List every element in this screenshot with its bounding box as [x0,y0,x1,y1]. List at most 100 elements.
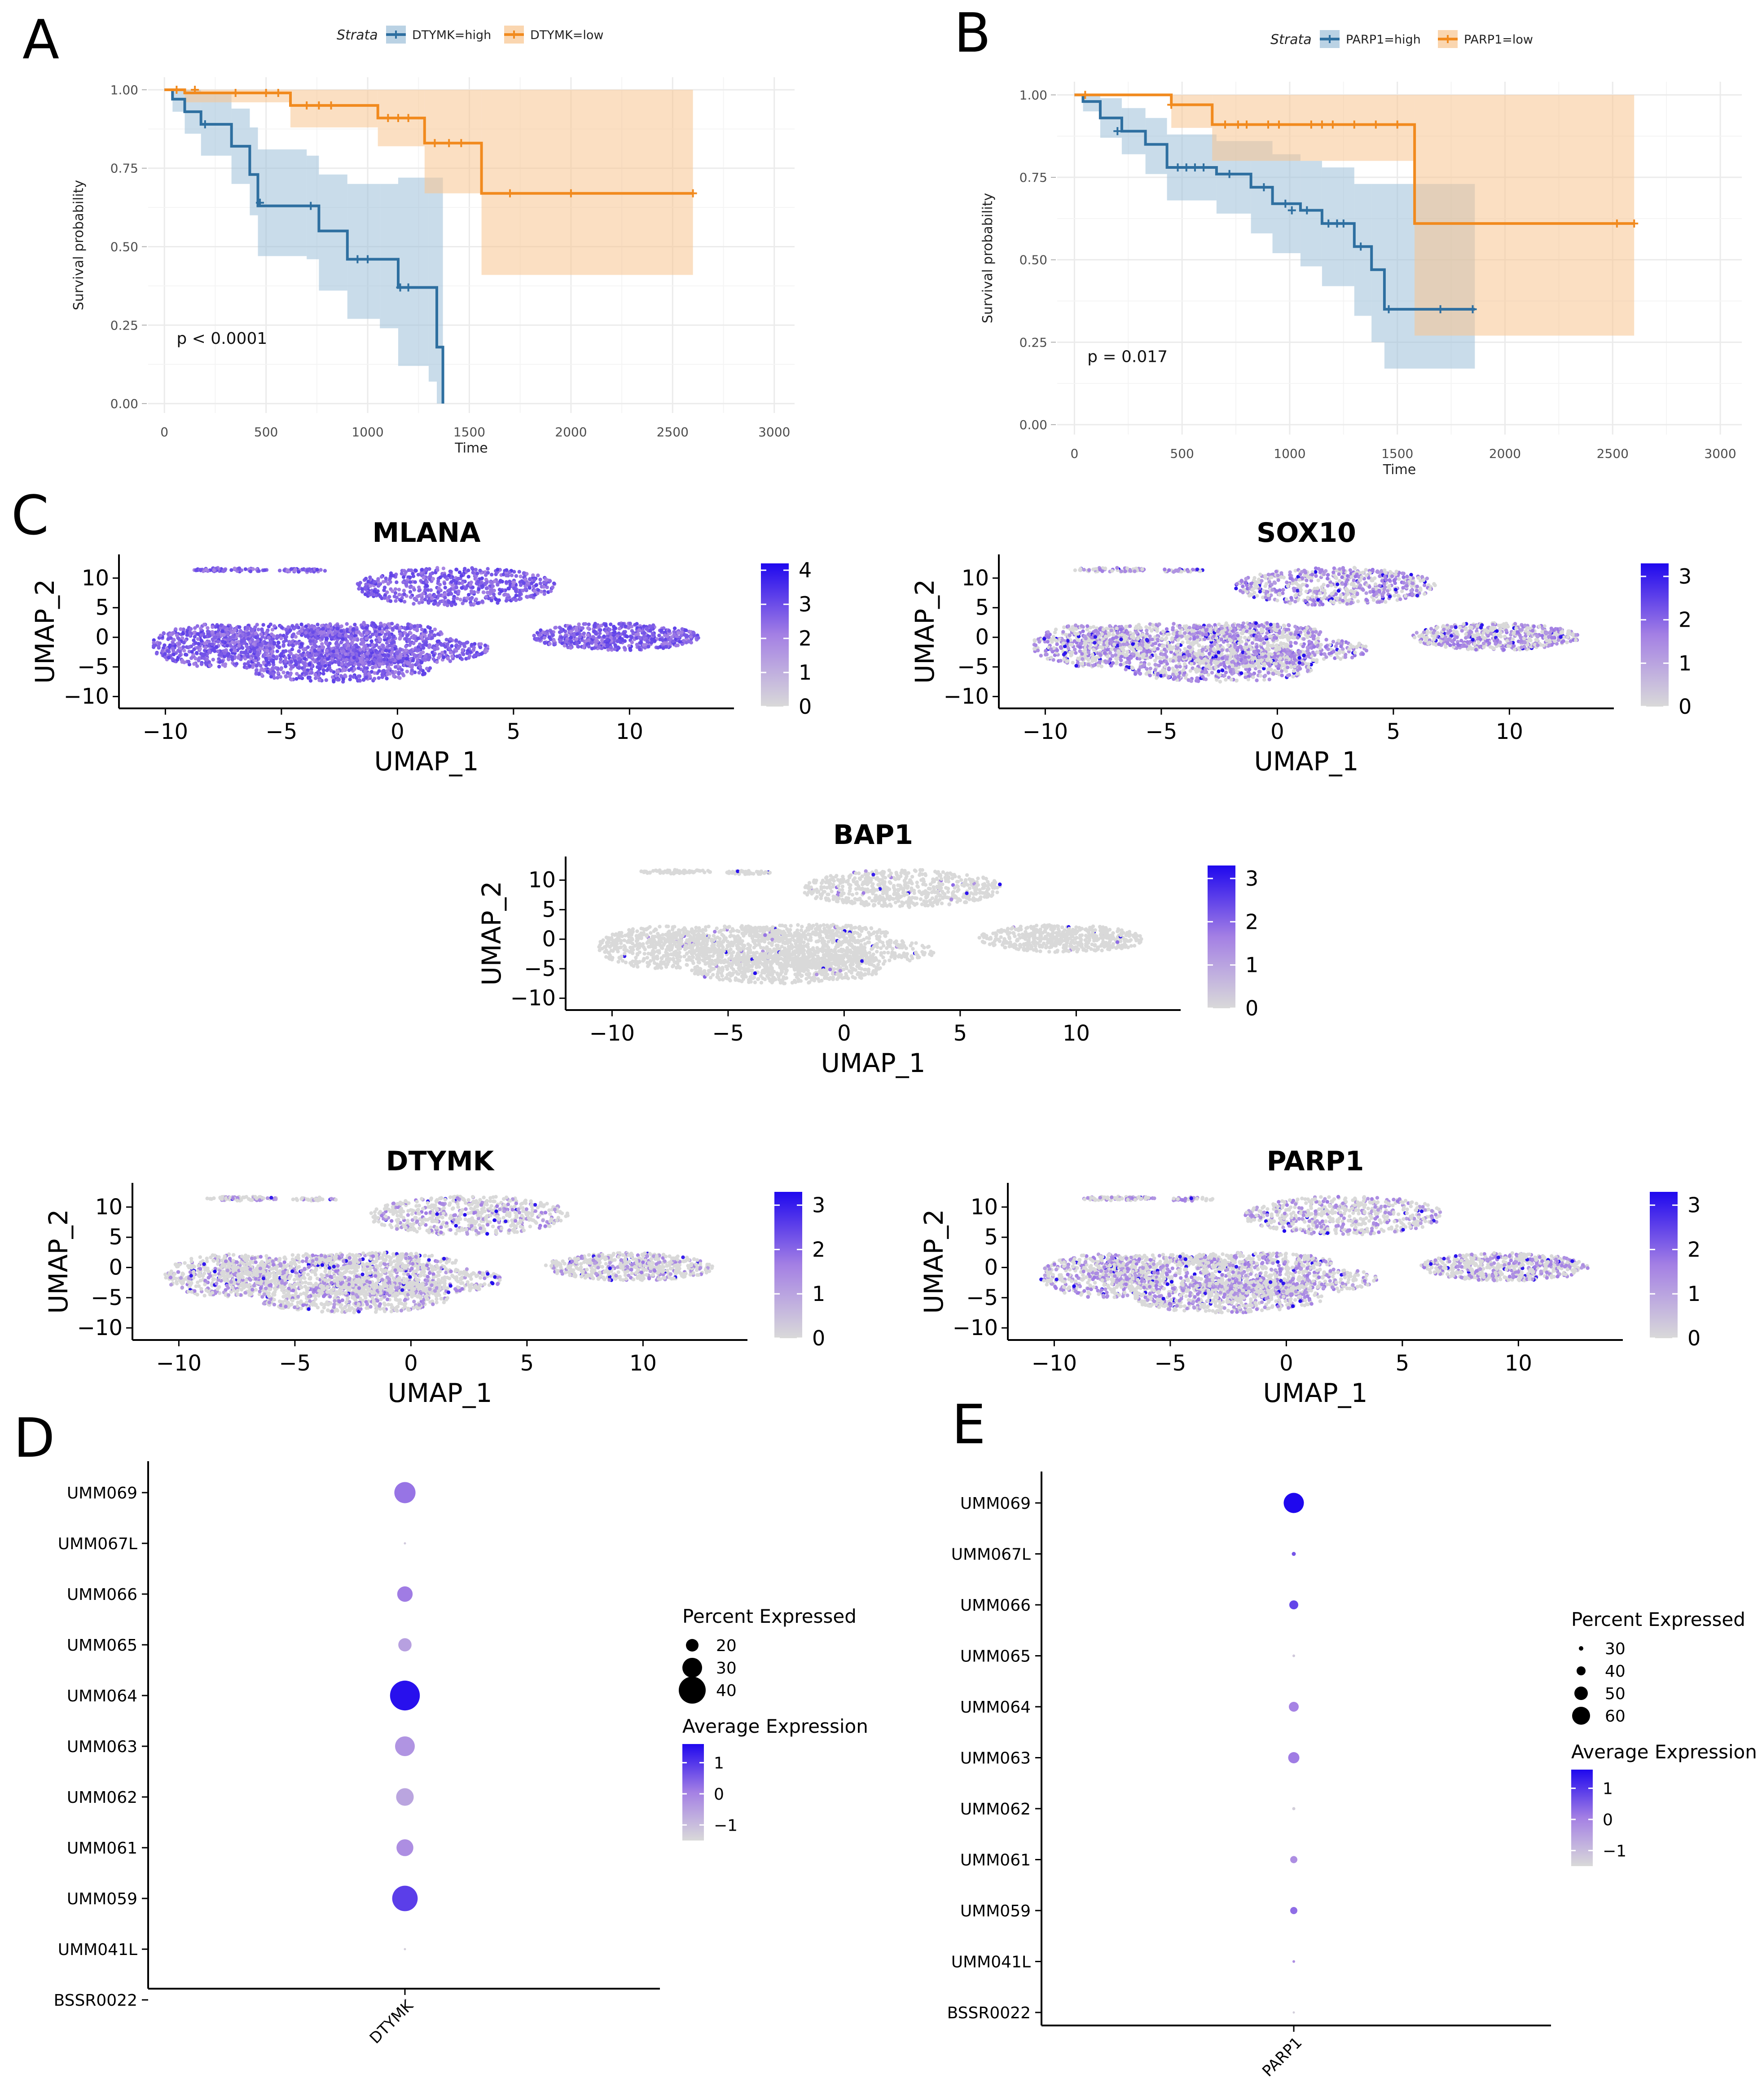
censor-mark [1303,206,1311,215]
cell-point [382,623,387,627]
cell-point [363,666,367,670]
cell-point [628,621,632,626]
cell-point [272,654,276,659]
cell-point [152,644,156,648]
cell-point [454,585,458,590]
cell-point [418,665,422,669]
cell-point [460,586,464,590]
cell-point [504,580,509,584]
cell-point [379,621,383,626]
cell-point [286,671,290,675]
cell-point [504,593,508,597]
x-tick-label: 2000 [1489,446,1521,461]
cell-point [238,629,243,633]
y-tick-label: −5 [77,655,109,680]
cell-point [380,672,384,677]
cell-point [461,652,466,656]
censor-mark [404,283,413,292]
censor-mark [1221,120,1230,129]
cell-point [400,672,405,676]
legend-label: PARP1=high [1346,33,1421,47]
cell-point [285,632,289,636]
x-tick-label: 10 [616,719,643,744]
cell-point [461,648,465,652]
censor-mark [394,114,402,122]
cell-point [398,632,402,636]
cell-point [363,669,367,673]
cell-point [527,586,532,590]
censor-mark [262,88,270,97]
cell-point [425,580,429,584]
cell-point [316,628,320,633]
cell-point [470,590,474,594]
cell-point [676,631,681,635]
cell-point [532,633,536,638]
legend-label: PARP1=low [1464,33,1533,47]
cell-point [530,581,534,585]
cell-point [1059,659,1063,663]
cell-point [352,667,357,671]
cell-point [485,580,489,584]
cell-point [333,659,337,663]
censor-mark [307,202,315,210]
x-tick-label: 500 [1170,446,1194,461]
cell-point [621,622,625,626]
cell-point [458,597,462,602]
cell-point [284,675,288,679]
cell-point [364,626,369,630]
cell-point [349,667,354,671]
cell-point [576,645,580,649]
cell-point [237,644,241,648]
cell-point [545,578,549,582]
cell-point [402,592,406,596]
cell-point [394,650,399,655]
cell-point [263,653,267,657]
cell-point [443,596,447,600]
cell-point [435,643,439,647]
cell-point [308,663,312,667]
censor-mark [1260,183,1268,192]
cell-point [154,651,159,656]
cell-point [398,626,402,630]
cell-point [204,567,208,572]
cell-point [494,597,498,601]
cell-point [514,593,518,597]
censor-mark [1225,170,1234,178]
km-plot-b: 0 500 1000 1500 2000 2500 30000.000.250.500.75… [980,30,1742,478]
cell-point [443,581,447,586]
cell-point [174,627,178,631]
cell-point [618,640,623,644]
cell-point [385,672,390,677]
cell-point [373,671,377,675]
cell-point [373,658,377,662]
cell-point [635,642,639,647]
censor-mark [364,255,372,264]
cell-point [1284,669,1288,673]
cell-point [608,632,613,636]
cell-point [1291,675,1295,679]
cell-point [207,650,211,654]
cell-point [586,626,590,630]
km-plot-a: 0 500 1000 1500 2000 2500 30000.000.250.500.75… [71,26,795,456]
censor-mark [1167,101,1176,109]
cell-point [416,573,421,577]
cell-point [396,675,400,679]
cell-point [591,635,596,639]
cell-point [335,649,339,653]
cell-point [265,649,269,653]
cell-point [562,644,567,648]
cell-point [207,640,211,644]
cell-point [508,580,512,584]
cell-point [453,590,457,594]
cell-point [360,633,364,637]
cell-point [642,631,646,635]
x-tick-label: 1500 [453,425,485,439]
cell-point [440,650,444,655]
cell-point [674,643,678,648]
cell-point [391,589,395,593]
cell-point [358,648,362,652]
cell-point [306,645,310,649]
cell-point [628,634,633,638]
cell-point [348,677,352,681]
cell-point [1286,665,1290,670]
